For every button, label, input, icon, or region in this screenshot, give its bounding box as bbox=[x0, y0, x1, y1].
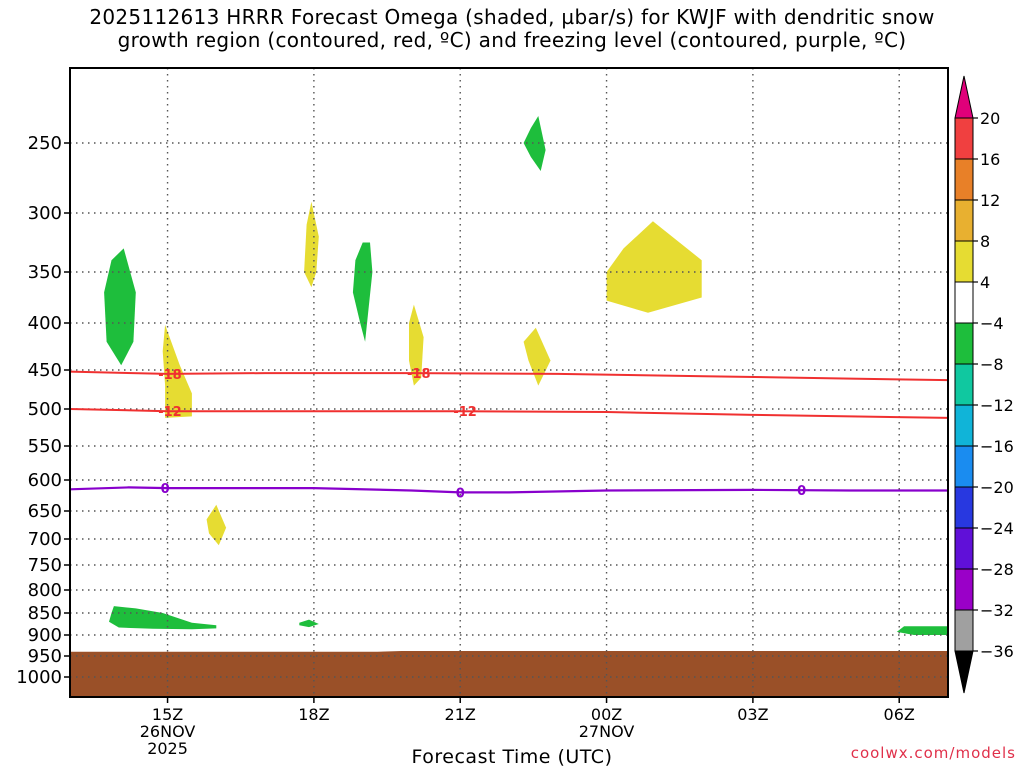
freezing-level-label-3: 0 bbox=[797, 484, 806, 499]
x-tick-year-15Z: 2025 bbox=[147, 739, 188, 758]
omega-region-12 bbox=[206, 504, 227, 546]
terrain-layer bbox=[70, 650, 948, 697]
colorbar-label-12: 12 bbox=[980, 191, 1000, 210]
omega-region-8 bbox=[409, 304, 424, 386]
colorbar-box-7 bbox=[954, 363, 974, 406]
omega-region-1 bbox=[104, 248, 136, 366]
colorbar-label-3: −28 bbox=[980, 560, 1014, 579]
omega-region-4 bbox=[109, 606, 217, 630]
colorbar-box-5 bbox=[954, 445, 974, 488]
y-tick-label-800: 800 bbox=[28, 580, 62, 601]
isotherm-m18-line bbox=[69, 370, 949, 382]
y-tick-label-650: 650 bbox=[28, 501, 62, 522]
isotherm-m18-label-2: -18 bbox=[407, 367, 431, 382]
colorbar-box-6 bbox=[954, 404, 974, 447]
freezing-level-label-2: 0 bbox=[456, 486, 465, 501]
colorbar-box-8 bbox=[954, 322, 974, 365]
omega-region-7 bbox=[304, 201, 319, 288]
colorbar-label-6: −16 bbox=[980, 437, 1014, 456]
y-tick-label-950: 950 bbox=[28, 646, 62, 667]
y-tick-label-700: 700 bbox=[28, 529, 62, 550]
x-tick-label-15Z: 15Z bbox=[152, 705, 183, 724]
omega-region-5 bbox=[299, 619, 319, 628]
chart-title-line-2: growth region (contoured, red, ºC) and f… bbox=[117, 28, 907, 52]
colorbar-box-11 bbox=[954, 199, 974, 242]
omega-region-9 bbox=[523, 327, 551, 386]
y-tick-label-300: 300 bbox=[28, 203, 62, 224]
terrain-below-ground bbox=[70, 650, 948, 697]
omega-region-11 bbox=[162, 324, 192, 418]
colorbar-box-9 bbox=[954, 281, 974, 324]
y-tick-label-750: 750 bbox=[28, 555, 62, 576]
isotherm-m12-line bbox=[69, 408, 949, 419]
isotherm-m12-label-2: -12 bbox=[453, 405, 477, 420]
omega-region-6 bbox=[896, 626, 948, 635]
omega-region-3 bbox=[352, 242, 373, 342]
chart-title: 2025112613 HRRR Forecast Omega (shaded, … bbox=[0, 6, 1024, 52]
y-tick-label-350: 350 bbox=[28, 262, 62, 283]
y-tick-label-400: 400 bbox=[28, 313, 62, 334]
colorbar-label-5: −20 bbox=[980, 478, 1014, 497]
colorbar-over-arrow bbox=[954, 75, 974, 119]
colorbar-label-14: 20 bbox=[980, 109, 1000, 128]
axes-layer: 2503003504004505005506006507007508008509… bbox=[16, 67, 949, 758]
colorbar-label-7: −12 bbox=[980, 396, 1014, 415]
y-tick-label-600: 600 bbox=[28, 470, 62, 491]
y-tick-label-550: 550 bbox=[28, 436, 62, 457]
y-tick-label-1000: 1000 bbox=[16, 667, 62, 688]
colorbar-box-3 bbox=[954, 527, 974, 570]
omega-region-10 bbox=[606, 221, 702, 313]
y-tick-label-450: 450 bbox=[28, 360, 62, 381]
colorbar-box-13 bbox=[954, 117, 974, 160]
x-tick-label-21Z: 21Z bbox=[445, 705, 476, 724]
colorbar-box-10 bbox=[954, 240, 974, 283]
isotherm-m12-label-1: -12 bbox=[158, 405, 182, 420]
y-tick-label-850: 850 bbox=[28, 603, 62, 624]
colorbar-box-2 bbox=[954, 568, 974, 611]
grid-layer bbox=[70, 68, 948, 697]
x-axis-label: Forecast Time (UTC) bbox=[411, 746, 613, 768]
colorbar-box-12 bbox=[954, 158, 974, 201]
colorbar-label-8: −8 bbox=[980, 355, 1004, 374]
x-tick-label-03Z: 03Z bbox=[737, 705, 768, 724]
omega-regions-layer bbox=[104, 116, 948, 635]
colorbar-label-10: 4 bbox=[980, 273, 990, 292]
y-tick-label-250: 250 bbox=[28, 133, 62, 154]
colorbar-label-4: −24 bbox=[980, 519, 1014, 538]
colorbar-label-11: 8 bbox=[980, 232, 990, 251]
colorbar-label-13: 16 bbox=[980, 150, 1000, 169]
x-tick-label-00Z: 00Z bbox=[591, 705, 622, 724]
colorbar-label-2: −32 bbox=[980, 601, 1014, 620]
chart-title-line-1: 2025112613 HRRR Forecast Omega (shaded, … bbox=[89, 5, 935, 29]
x-tick-date-00Z: 27NOV bbox=[579, 722, 635, 741]
y-tick-label-900: 900 bbox=[28, 625, 62, 646]
y-tick-label-500: 500 bbox=[28, 399, 62, 420]
plot-frame bbox=[69, 67, 949, 698]
omega-region-2 bbox=[523, 116, 546, 171]
contour-lines-layer: -18 -18 -12 -12 0 0 0 bbox=[69, 367, 949, 501]
colorbar-label-1: −36 bbox=[980, 642, 1014, 661]
colorbar-box-1 bbox=[954, 609, 974, 652]
colorbar-box-4 bbox=[954, 486, 974, 529]
freezing-level-label-1: 0 bbox=[161, 482, 170, 497]
isotherm-m18-label-1: -18 bbox=[158, 368, 182, 383]
colorbar-under-arrow bbox=[954, 650, 974, 694]
colorbar: −36 −32 −28 −24 −20 −16 −12 −8 −4 4 8 12 16 20 bbox=[954, 75, 1014, 694]
x-tick-label-06Z: 06Z bbox=[884, 705, 915, 724]
freezing-level-line bbox=[69, 486, 948, 494]
credit-link[interactable]: coolwx.com/models bbox=[850, 744, 1016, 762]
x-tick-label-18Z: 18Z bbox=[298, 705, 329, 724]
colorbar-label-9: −4 bbox=[980, 314, 1004, 333]
x-tick-date-15Z: 26NOV bbox=[140, 722, 196, 741]
